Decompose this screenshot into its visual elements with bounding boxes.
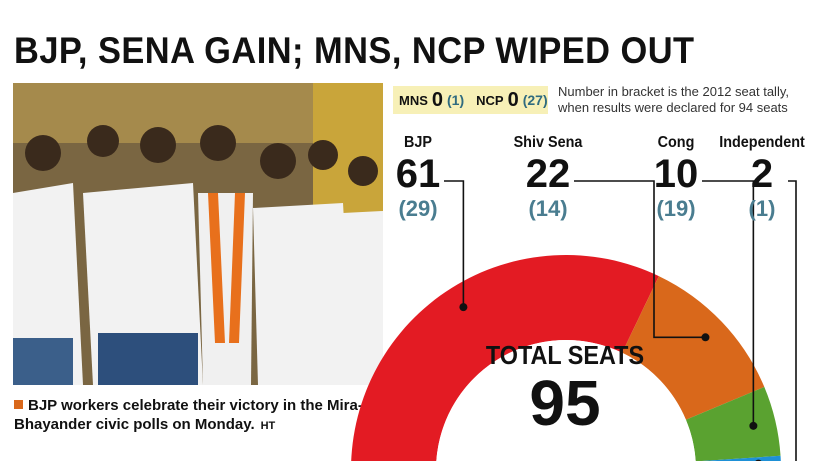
mns-prev: (1) bbox=[447, 92, 465, 108]
total-seats-label: TOTAL SEATS bbox=[485, 340, 645, 370]
mns-ncp-tally: MNS 0 (1) NCP 0 (27) bbox=[393, 86, 548, 114]
photo-credit: HT bbox=[260, 420, 276, 432]
leader-line-independent bbox=[788, 180, 797, 461]
party-seats: 22 bbox=[525, 152, 571, 196]
leader-dot bbox=[749, 421, 758, 430]
party-name: Cong bbox=[657, 134, 695, 151]
gauge-segment-independent bbox=[701, 455, 781, 461]
mns-value: 0 bbox=[431, 88, 444, 111]
party-name: Independent bbox=[719, 134, 805, 151]
party-prev-seats: (29) bbox=[398, 196, 438, 221]
party-seats: 10 bbox=[653, 152, 699, 196]
photo-image bbox=[13, 83, 383, 385]
mns-label: MNS bbox=[399, 92, 428, 108]
gauge-segment-cong bbox=[685, 386, 781, 461]
party-prev-seats: (19) bbox=[656, 196, 696, 221]
party-name: BJP bbox=[403, 134, 433, 151]
party-independent: Independent 2 (1) bbox=[702, 134, 820, 222]
party-bjp: BJP 61 (29) bbox=[358, 134, 478, 222]
party-cong: Cong 10 (19) bbox=[616, 134, 736, 222]
party-seats: 2 bbox=[750, 152, 774, 196]
total-seats-value: 95 bbox=[529, 367, 601, 439]
party-shiv-sena: Shiv Sena 22 (14) bbox=[488, 134, 608, 222]
ncp-value: 0 bbox=[507, 88, 519, 111]
photo-caption: BJP workers celebrate their victory in t… bbox=[14, 396, 384, 436]
bracket-note: Number in bracket is the 2012 seat tally… bbox=[558, 84, 789, 115]
party-name: Shiv Sena bbox=[513, 134, 583, 151]
party-prev-seats: (1) bbox=[748, 196, 776, 221]
ncp-label: NCP bbox=[476, 92, 504, 108]
caption-marker bbox=[14, 400, 23, 409]
caption-text: BJP workers celebrate their victory in t… bbox=[14, 397, 363, 433]
celebration-photo bbox=[13, 83, 383, 385]
leader-dot bbox=[701, 333, 710, 342]
party-prev-seats: (14) bbox=[528, 196, 568, 221]
headline: BJP, SENA GAIN; MNS, NCP WIPED OUT bbox=[14, 30, 695, 71]
ncp-prev: (27) bbox=[522, 92, 548, 108]
party-seats: 61 bbox=[395, 152, 441, 196]
leader-dot bbox=[459, 303, 468, 312]
